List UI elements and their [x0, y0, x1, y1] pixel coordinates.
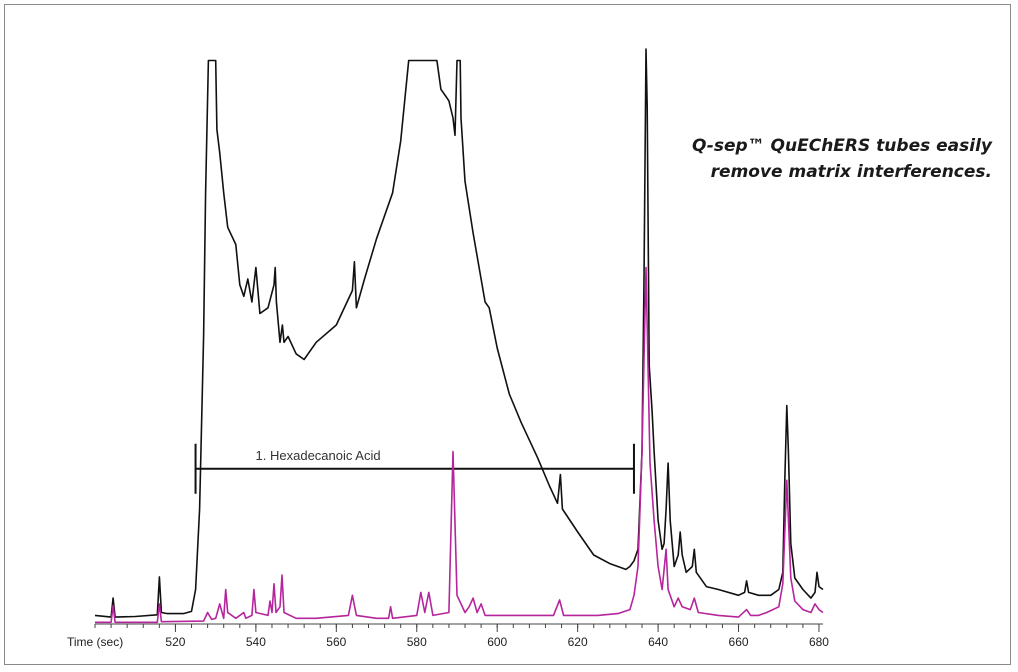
series-line-magenta — [95, 266, 824, 624]
x-tick-label: 540 — [246, 635, 266, 649]
chromatogram-chart: 1. Hexadecanoic Acid 520 540 560 580 600 620 6… — [67, 48, 829, 649]
x-tick-label: 560 — [326, 635, 346, 649]
callout-text: Q-sep™ QuEChERS tubes easily remove matr… — [632, 133, 992, 185]
x-tick-label: 580 — [407, 635, 427, 649]
x-tick-label: 660 — [729, 635, 749, 649]
callout-line-2: remove matrix interferences. — [710, 162, 992, 182]
x-tick-label: 600 — [487, 635, 507, 649]
annotation-label: 1. Hexadecanoic Acid — [256, 448, 381, 463]
figure-frame: 1. Hexadecanoic Acid 520 540 560 580 600 620 6… — [4, 4, 1011, 665]
x-tick-label: 620 — [568, 635, 588, 649]
x-tick-label: 520 — [165, 635, 185, 649]
x-tick-label: 680 — [809, 635, 829, 649]
hexadecanoic-acid-annotation: 1. Hexadecanoic Acid — [194, 443, 635, 494]
series-line-black — [94, 48, 824, 618]
x-tick-label: 640 — [648, 635, 668, 649]
x-axis-ticks: 520 540 560 580 600 620 640 660 680 — [94, 624, 829, 649]
x-axis-title: Time (sec) — [67, 635, 123, 649]
callout-line-1: Q-sep™ QuEChERS tubes easily — [692, 136, 992, 156]
